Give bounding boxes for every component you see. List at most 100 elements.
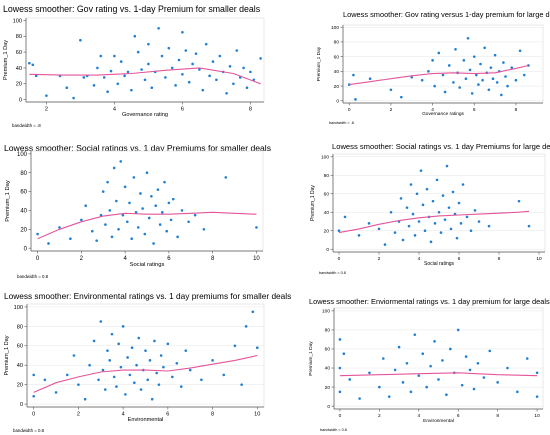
plot-area xyxy=(30,150,264,252)
y-axis-title: Premium_1 Day xyxy=(4,335,10,375)
y-axis-title: Premium_1 Day xyxy=(310,185,316,221)
data-point xyxy=(479,62,482,66)
scatter-plot: 0 20 40 60 80 100 0 2 4 6 8 10 Social ratings Premium… xyxy=(310,153,546,275)
x-tick-label: 10 xyxy=(534,413,540,419)
x-tick-label: 0 xyxy=(338,256,341,262)
chart-panel-env-small: Lowess smoother: Environmental ratings v… xyxy=(0,290,291,433)
data-point xyxy=(147,216,151,220)
data-point xyxy=(506,366,509,370)
data-point xyxy=(128,373,132,377)
scatter-plot: 0 20 40 60 80 100 0 2 4 6 8 Governance ratings Premi… xyxy=(316,24,544,125)
data-point xyxy=(413,333,417,336)
data-point xyxy=(439,231,443,234)
data-point xyxy=(466,36,470,40)
data-point xyxy=(447,64,451,67)
y-tick-label: 60 xyxy=(16,50,22,56)
y-tick-label: 100 xyxy=(14,305,23,311)
y-tick-label: 80 xyxy=(17,324,23,330)
data-point xyxy=(133,34,137,38)
data-point xyxy=(130,237,133,241)
data-point xyxy=(405,361,409,365)
data-point xyxy=(433,84,436,88)
data-point xyxy=(176,235,179,239)
data-point xyxy=(155,371,158,375)
data-point xyxy=(211,359,214,362)
data-point xyxy=(342,352,346,356)
data-point xyxy=(103,388,107,391)
lowess-line xyxy=(37,211,257,240)
y-tick-label: 60 xyxy=(324,191,330,197)
data-point xyxy=(169,218,173,222)
data-point xyxy=(454,47,457,51)
data-point xyxy=(232,82,235,86)
y-tick-label: 40 xyxy=(17,363,23,369)
data-point xyxy=(130,88,133,92)
plot-area xyxy=(25,17,265,103)
data-point xyxy=(357,234,361,237)
x-tick-label: 8 xyxy=(496,413,499,419)
data-point xyxy=(393,368,397,372)
data-point xyxy=(163,180,166,184)
data-point xyxy=(134,211,138,214)
y-tick-label: 100 xyxy=(13,18,22,24)
data-point xyxy=(187,80,191,84)
data-point xyxy=(139,192,142,195)
bandwidth-note: bandwidth = 0.8 xyxy=(320,428,347,432)
data-point xyxy=(244,325,248,328)
data-point xyxy=(410,75,414,79)
x-tick-label: 6 xyxy=(458,256,461,262)
data-point xyxy=(153,339,156,343)
data-point xyxy=(518,49,522,53)
chart-panel-env-large: Lowess smoother: Enviormental ratings vs… xyxy=(304,294,550,432)
data-point xyxy=(449,347,452,351)
data-point xyxy=(167,46,171,50)
data-point xyxy=(97,378,100,382)
data-point xyxy=(482,376,486,379)
data-point xyxy=(69,237,72,241)
data-point xyxy=(389,210,393,214)
data-point xyxy=(154,204,158,208)
data-point xyxy=(177,58,181,62)
data-point xyxy=(58,226,61,229)
data-point xyxy=(435,178,439,182)
data-point xyxy=(140,68,143,71)
data-point xyxy=(242,66,245,70)
data-point xyxy=(437,378,440,381)
x-tick-label: 6 xyxy=(181,107,184,113)
lowess-line xyxy=(29,67,261,85)
y-tick-label: 80 xyxy=(20,171,27,177)
data-point xyxy=(211,60,215,63)
y-tick-label: 80 xyxy=(325,328,331,334)
data-point xyxy=(222,373,226,377)
data-point xyxy=(255,346,259,350)
data-point xyxy=(157,383,161,386)
data-point xyxy=(82,76,86,79)
data-point xyxy=(215,78,218,82)
data-point xyxy=(124,393,127,396)
y-tick-label: 40 xyxy=(334,69,340,75)
data-point xyxy=(95,239,98,242)
data-point xyxy=(121,213,125,217)
data-point xyxy=(72,96,75,100)
data-point xyxy=(437,210,441,214)
data-point xyxy=(443,90,447,94)
data-point xyxy=(401,381,405,384)
x-tick-label: 2 xyxy=(378,413,381,419)
data-point xyxy=(504,75,507,78)
data-point xyxy=(106,90,109,93)
data-point xyxy=(101,190,105,193)
x-tick-label: 2 xyxy=(378,256,381,262)
y-tick-label: 20 xyxy=(334,84,340,90)
scatter-plot: 0 20 40 60 80 100 2 4 6 8 Governance rating Premium… xyxy=(3,17,265,128)
data-point xyxy=(251,310,255,314)
data-point xyxy=(218,54,222,58)
data-point xyxy=(338,366,342,370)
scatter-plot: 0 20 40 60 80 100 0 2 4 6 8 10 Social ratings Premium… xyxy=(5,150,264,279)
data-point xyxy=(126,70,130,74)
x-tick-label: 2 xyxy=(390,107,393,113)
data-point xyxy=(112,375,116,379)
chart-title: Lowess smoother: Social ratings vs. 1 da… xyxy=(332,142,550,151)
x-tick-label: 2 xyxy=(80,256,84,262)
chart-title: Lowess smoother: Gov rating vs. 1-day Pr… xyxy=(3,4,261,14)
data-point xyxy=(470,92,474,95)
